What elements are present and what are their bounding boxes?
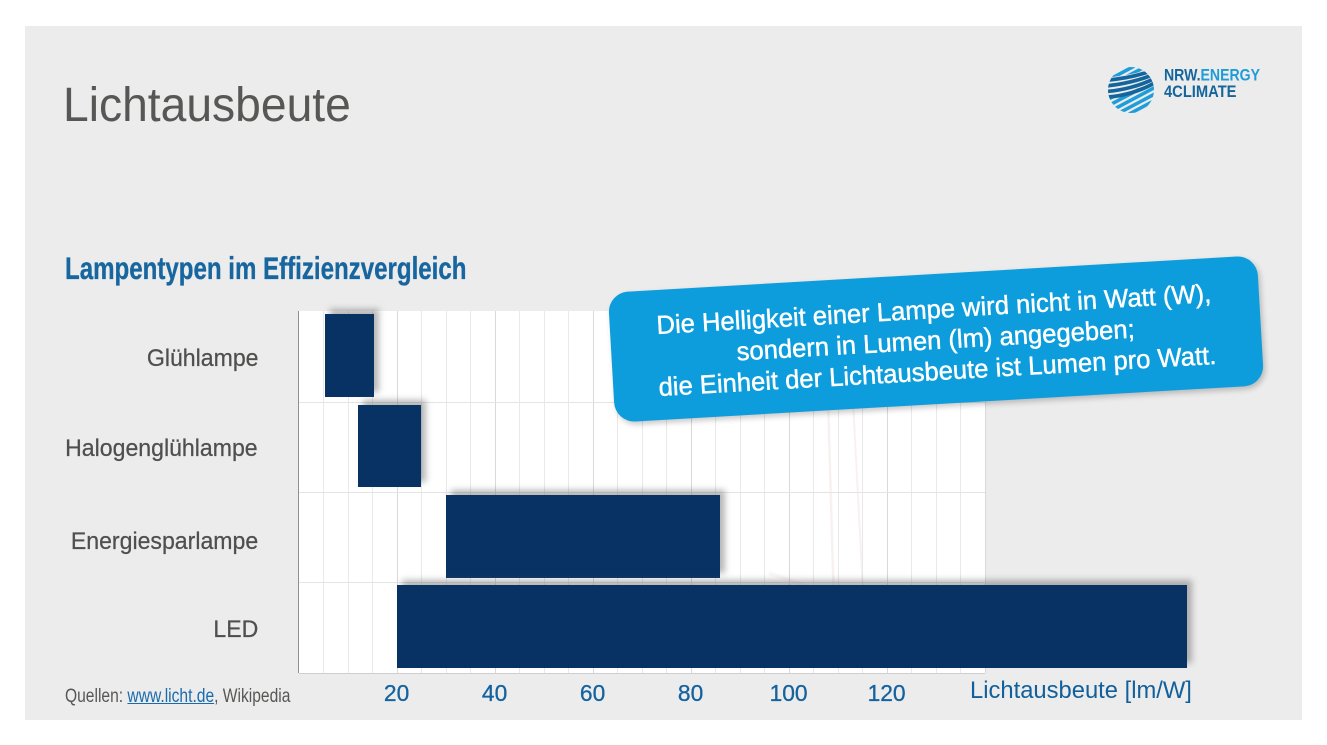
svg-text:NRW.ENERGY: NRW.ENERGY: [1164, 66, 1260, 84]
svg-text:4CLIMATE: 4CLIMATE: [1164, 83, 1237, 101]
